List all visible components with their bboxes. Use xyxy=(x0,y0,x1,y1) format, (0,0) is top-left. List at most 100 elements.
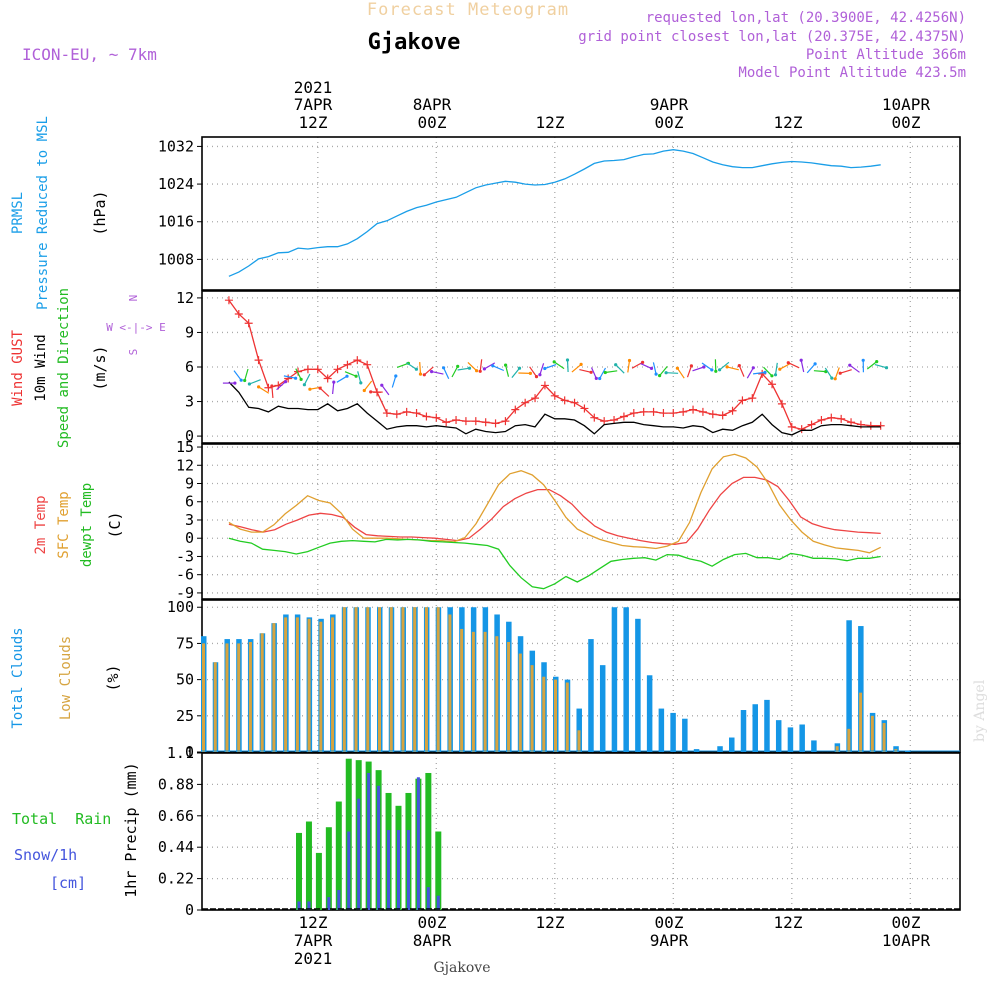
gust-point xyxy=(748,394,757,403)
wind-arrow xyxy=(381,384,390,396)
bar-low-cloud xyxy=(366,607,370,752)
bar-low-cloud xyxy=(542,676,546,752)
wind-arrow-head xyxy=(294,376,298,380)
panel-clouds: 0 25 50 75 100 xyxy=(167,598,961,761)
wind-arrow-head xyxy=(589,370,593,374)
bar-total-cloud xyxy=(811,740,817,752)
bar-total-cloud xyxy=(682,718,688,752)
top-label-4-0: 12Z xyxy=(774,113,803,132)
wind-arrow-head xyxy=(861,358,865,362)
top-label-2-0: 12Z xyxy=(536,113,565,132)
bar-total-cloud xyxy=(599,665,606,752)
top-label-3-1: 00Z xyxy=(655,113,684,132)
location-title: Gjakove xyxy=(368,30,461,55)
wind-arrow-head xyxy=(482,367,486,371)
label-dewpt-temp: dewpt Temp xyxy=(79,483,95,567)
ytick-label: 9 xyxy=(185,323,194,341)
ytick-label: 0 xyxy=(185,427,194,445)
panel-frame xyxy=(201,136,961,291)
gust-point xyxy=(797,425,806,434)
top-label-5-0: 10APR xyxy=(882,95,931,114)
wind-arrow-head xyxy=(478,369,482,373)
bottom-label-0-2: 2021 xyxy=(294,949,333,968)
wind-arrow-head xyxy=(442,366,446,370)
top-label-0-1: 7APR xyxy=(294,95,333,114)
top-label-3-0: 9APR xyxy=(650,95,689,114)
wind-arrow xyxy=(566,359,569,373)
wind-arrow-head xyxy=(838,371,842,375)
bar-low-cloud xyxy=(471,631,475,752)
bar-low-cloud xyxy=(870,715,874,752)
wind-arrow-head xyxy=(538,373,542,377)
gust-point xyxy=(303,365,312,374)
gust-point xyxy=(382,409,391,418)
bar-low-cloud xyxy=(413,607,417,752)
wind-arrow-head xyxy=(763,370,767,374)
bar-low-cloud xyxy=(847,728,851,752)
wind-arrow-head xyxy=(528,371,533,375)
label-pressure-msl: Pressure Reduced to MSL xyxy=(35,116,51,310)
bar-low-cloud xyxy=(202,643,205,752)
series-2m-temp xyxy=(228,476,881,545)
ytick-label: 12 xyxy=(176,456,194,474)
wind-arrow xyxy=(652,362,657,375)
gust-point xyxy=(313,365,322,374)
bar-low-cloud xyxy=(225,643,229,752)
bottom-label-3-1: 9APR xyxy=(650,931,689,950)
wind-arrow xyxy=(666,372,679,374)
bar-snow xyxy=(397,830,400,910)
bar-low-cloud xyxy=(378,607,382,752)
bar-rain xyxy=(435,831,442,910)
wind-arrow-head xyxy=(504,363,508,367)
bar-low-cloud xyxy=(577,730,581,752)
label-10m-wind: 10m Wind xyxy=(33,334,49,401)
gust-point xyxy=(452,415,461,424)
bar-rain xyxy=(335,801,342,910)
wind-arrow xyxy=(788,362,800,369)
wind-arrow-head xyxy=(302,383,306,387)
gust-point xyxy=(392,410,401,419)
wind-arrow-head xyxy=(456,364,460,368)
bar-low-cloud xyxy=(495,636,499,752)
top-label-1-1: 00Z xyxy=(418,113,447,132)
bar-low-cloud xyxy=(295,617,299,752)
bar-low-cloud xyxy=(389,607,393,752)
bottom-label-5-0: 00Z xyxy=(892,913,921,932)
label-hpa: (hPa) xyxy=(91,190,109,235)
bar-rain xyxy=(425,772,432,910)
wind-arrow xyxy=(479,359,483,372)
gust-point xyxy=(768,380,777,389)
gust-point xyxy=(876,421,885,430)
wind-arrow-head xyxy=(369,390,373,394)
gust-point xyxy=(422,412,431,421)
bar-total-cloud xyxy=(787,727,794,752)
gust-point xyxy=(254,356,263,365)
ytick-label: 1024 xyxy=(158,175,194,193)
label-snow: Snow/1h xyxy=(14,846,77,864)
wind-arrow-head xyxy=(675,366,680,370)
bar-snow xyxy=(357,798,361,910)
bar-total-cloud xyxy=(717,746,723,752)
wind-arrow xyxy=(800,360,805,373)
wind-arrow xyxy=(276,381,286,391)
wind-arrow-head xyxy=(422,373,426,377)
label-precip-mm: 1hr Precip (mm) xyxy=(122,762,140,897)
bar-low-cloud xyxy=(272,623,276,752)
wind-arrow xyxy=(605,370,618,374)
wind-arrow xyxy=(249,379,261,385)
gust-point xyxy=(629,409,638,418)
gust-point xyxy=(738,396,747,405)
bar-low-cloud xyxy=(460,628,464,752)
wind-arrow xyxy=(406,362,417,370)
bar-total-cloud xyxy=(623,607,629,752)
wind-arrow-head xyxy=(359,381,363,385)
ytick-label: 1008 xyxy=(158,250,194,268)
gust-point xyxy=(234,310,243,319)
gust-point xyxy=(777,399,786,408)
bar-low-cloud xyxy=(859,692,863,752)
ytick-label: 0 xyxy=(185,901,194,919)
bar-total-cloud xyxy=(611,607,618,752)
bar-rain xyxy=(305,821,312,910)
bottom-label-1-0: 00Z xyxy=(418,913,447,932)
wind-arrow xyxy=(753,371,766,375)
